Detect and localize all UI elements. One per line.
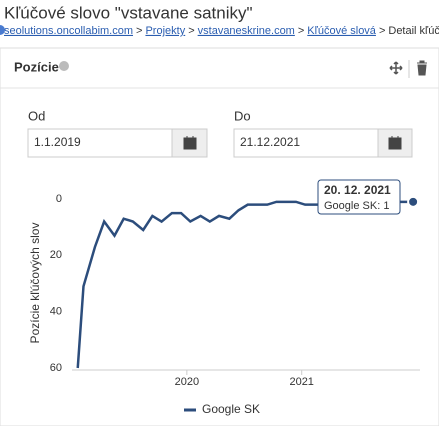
calendar-icon	[388, 136, 402, 150]
breadcrumb-link[interactable]: vstavaneskrine.com	[198, 25, 295, 37]
info-icon[interactable]	[59, 61, 69, 71]
chart: 0 20 40 60 2020 2021 Google SK 20. 12. 2021 Goog…	[50, 179, 420, 416]
x-tick-label: 2020	[175, 376, 199, 388]
to-label: Do	[234, 108, 251, 123]
breadcrumb: seolutions.oncollabim.com > Projekty > vstav…	[4, 25, 439, 37]
page-title: Kľúčové slovo "vstavane satniky"	[4, 3, 253, 22]
from-label: Od	[28, 108, 45, 123]
breadcrumb-link[interactable]: Projekty	[145, 25, 185, 37]
tooltip-title: 20. 12. 2021	[324, 183, 391, 197]
legend-label: Google SK	[202, 402, 260, 416]
panel	[0, 47, 439, 426]
hover-marker	[407, 195, 420, 208]
from-value: 1.1.2019	[34, 135, 81, 149]
to-input[interactable]	[233, 128, 379, 158]
breadcrumb-separator: >	[136, 25, 142, 37]
breadcrumb-separator: >	[188, 25, 194, 37]
y-axis-label: Pozície kľúčových slov	[28, 223, 42, 344]
y-tick-label: 40	[50, 306, 62, 318]
y-tick-label: 0	[56, 193, 62, 205]
logo-dot	[0, 25, 5, 35]
tooltip	[317, 179, 401, 215]
calendar-icon	[183, 136, 197, 150]
breadcrumb-separator: >	[379, 25, 385, 37]
to-value: 21.12.2021	[240, 135, 300, 149]
panel-title: Pozície	[14, 59, 59, 74]
breadcrumb-separator: >	[298, 25, 304, 37]
breadcrumb-link[interactable]: Kľúčové slová	[307, 25, 377, 37]
delete-icon[interactable]	[417, 60, 427, 76]
breadcrumb-current: Detail kľúčového slo	[388, 25, 439, 37]
y-tick-label: 20	[50, 249, 62, 261]
y-tick-label: 60	[50, 362, 62, 374]
breadcrumb-link[interactable]: seolutions.oncollabim.com	[4, 25, 133, 37]
x-tick-label: 2021	[289, 376, 313, 388]
tooltip-text: Google SK: 1	[324, 200, 389, 212]
move-icon[interactable]	[389, 61, 403, 75]
